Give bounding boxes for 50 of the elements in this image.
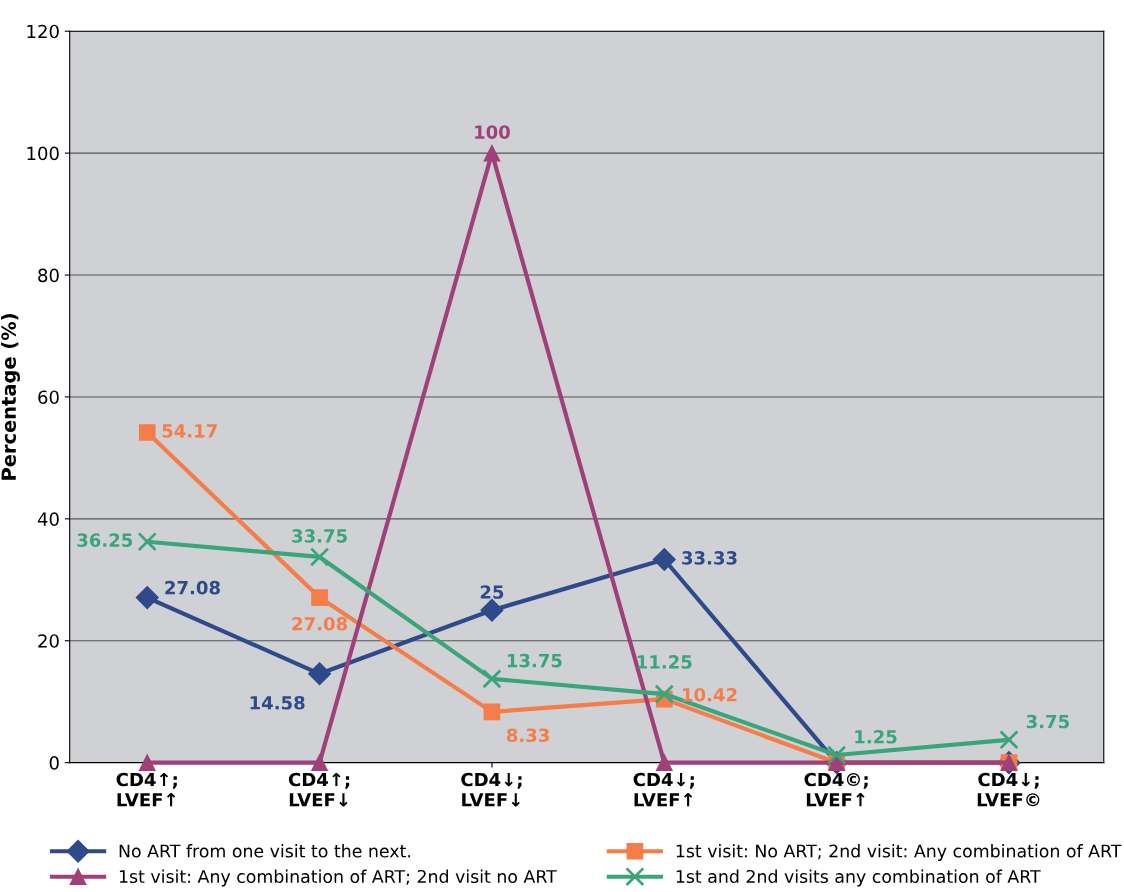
legend-label: 1st visit: No ART; 2nd visit: Any combination of ART (676, 844, 1122, 861)
data-label: 36.25 (77, 533, 133, 547)
point (311, 589, 328, 606)
y-tick-label: 120 (27, 24, 59, 39)
y-tick-label: 80 (38, 268, 59, 283)
data-label: 27.08 (292, 616, 348, 631)
data-label: 10.42 (682, 687, 737, 702)
data-label: 8.33 (506, 728, 549, 743)
x-tick-label: CD4↑; LVEF↓ (288, 772, 350, 807)
data-label: 13.75 (507, 653, 562, 668)
point (654, 684, 675, 704)
x-tick-label: CD4↑; LVEF↑ (116, 772, 177, 807)
point (652, 548, 676, 572)
point (138, 424, 156, 441)
point (826, 745, 847, 765)
y-axis-title: Percentage (%) (1, 314, 20, 480)
data-label: 33.33 (682, 551, 737, 565)
data-label: 25 (480, 585, 504, 599)
legend-label: 1st visit: Any combination of ART; 2nd visit no ART (119, 869, 557, 887)
y-tick-label: 60 (38, 390, 59, 405)
y-tick-label: 20 (38, 634, 59, 648)
x-tick-label: CD4©; LVEF↑ (804, 772, 868, 807)
data-label: 100 (475, 125, 510, 139)
data-label: 54.17 (162, 424, 217, 438)
data-label: 1.25 (855, 729, 897, 744)
point (999, 730, 1019, 750)
data-label: 11.25 (637, 655, 692, 669)
point (482, 669, 502, 689)
point (480, 598, 504, 622)
legend-label: No ART from one visit to the next. (119, 844, 411, 858)
data-label: 14.58 (250, 695, 305, 710)
point (483, 703, 501, 721)
point (483, 144, 501, 162)
point (137, 531, 157, 552)
point (311, 754, 328, 771)
y-tick-label: 40 (37, 512, 59, 526)
point (309, 547, 330, 567)
point (655, 754, 673, 771)
data-label: 3.75 (1026, 714, 1069, 729)
data-label: 33.75 (292, 529, 347, 543)
y-tick-label: 100 (27, 146, 59, 161)
point (135, 586, 159, 610)
x-tick-label: CD4↓; LVEF© (977, 772, 1040, 807)
y-tick-label: 0 (49, 756, 59, 770)
data-label: 27.08 (165, 580, 220, 595)
point (138, 754, 156, 771)
x-tick-label: CD4↓; LVEF↓ (461, 772, 522, 807)
point (308, 662, 332, 686)
x-tick-label: CD4↓; LVEF↑ (633, 772, 694, 807)
legend-label: 1st and 2nd visits any combination of ART (676, 869, 1041, 887)
